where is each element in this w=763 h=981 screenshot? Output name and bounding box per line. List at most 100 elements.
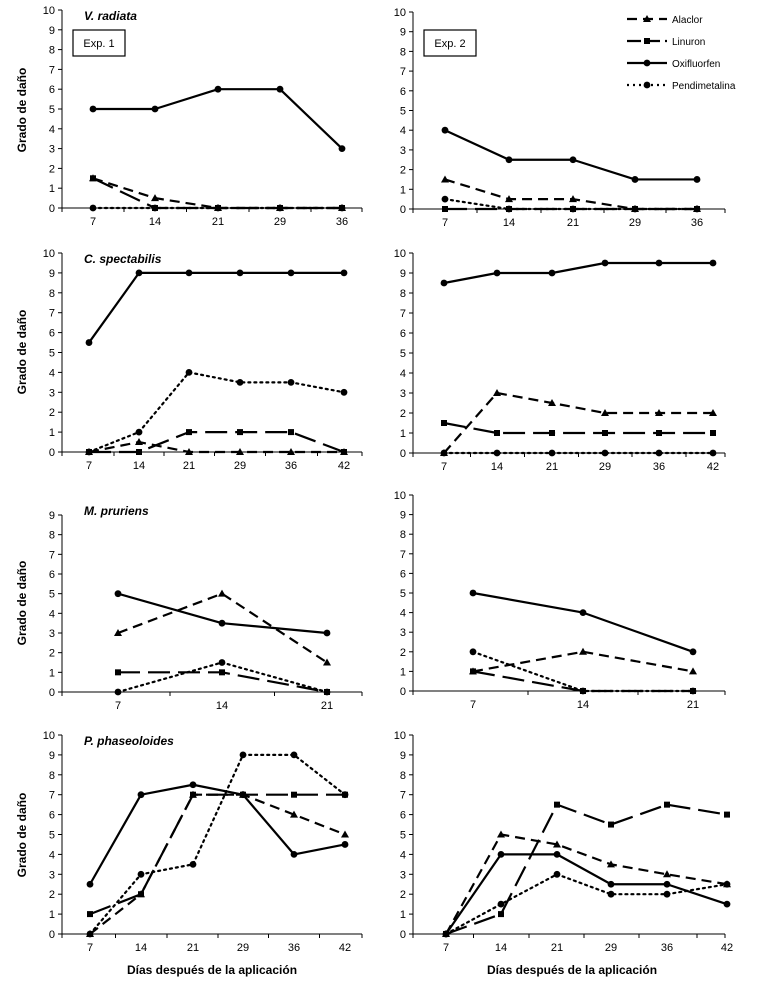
x-tick-label: 14 bbox=[503, 217, 515, 229]
y-tick-label: 9 bbox=[400, 27, 406, 39]
panel-8: 0 1 2 3 4 5 6 7 8 9 10 7 14 21 29 36 42 bbox=[394, 730, 733, 954]
data-point-linuron bbox=[498, 911, 504, 918]
y-tick-label: 0 bbox=[49, 447, 55, 459]
y-tick-label: 9 bbox=[400, 268, 406, 280]
x-tick-label: 7 bbox=[86, 460, 92, 472]
y-tick-label: 0 bbox=[49, 203, 55, 215]
y-tick-label: 6 bbox=[400, 328, 406, 340]
y-tick-label: 3 bbox=[49, 628, 55, 640]
x-tick-label: 21 bbox=[212, 216, 224, 228]
data-point-alaclor bbox=[505, 195, 513, 203]
series-line-pendimetalina bbox=[116, 661, 329, 694]
data-point-pendimetalina bbox=[236, 378, 244, 386]
y-tick-label: 7 bbox=[49, 549, 55, 561]
data-point-alaclor bbox=[497, 830, 505, 838]
x-tick-label: 36 bbox=[653, 461, 665, 473]
y-tick-label: 10 bbox=[394, 490, 406, 502]
y-tick-label: 0 bbox=[400, 204, 406, 216]
legend-marker-linuron bbox=[644, 38, 650, 44]
panel-2: 0 1 2 3 4 5 6 7 8 9 10 7 14 21 29 36 Exp. 2 bbox=[394, 7, 726, 229]
series-line-alaclor bbox=[443, 391, 713, 454]
data-point-linuron bbox=[470, 668, 476, 675]
data-point-pendimetalina bbox=[86, 930, 94, 938]
data-point-linuron bbox=[664, 801, 670, 808]
y-tick-label: 8 bbox=[49, 770, 55, 782]
series-alaclor bbox=[442, 830, 731, 937]
y-tick-label: 8 bbox=[49, 288, 55, 300]
data-point-alaclor bbox=[323, 658, 331, 666]
data-point-linuron bbox=[237, 429, 243, 436]
y-tick-label: 4 bbox=[400, 125, 406, 137]
data-point-linuron bbox=[136, 449, 142, 455]
panel-3: 0 1 2 3 4 5 6 7 8 9 10 7 14 21 29 36 42 C. spectabilis bbox=[43, 248, 363, 472]
series-oxifluorfen bbox=[441, 126, 701, 183]
data-point-pendimetalina bbox=[287, 378, 295, 386]
x-tick-label: 14 bbox=[149, 216, 161, 228]
data-point-alaclor bbox=[135, 438, 143, 446]
y-tick-label: 3 bbox=[49, 387, 55, 399]
y-tick-label: 7 bbox=[400, 790, 406, 802]
data-point-pendimetalina bbox=[218, 659, 226, 666]
data-point-oxifluorfen bbox=[276, 85, 284, 93]
data-point-pendimetalina bbox=[151, 204, 159, 212]
y-tick-label: 1 bbox=[400, 666, 406, 678]
panel-7: 0 1 2 3 4 5 6 7 8 9 10 7 14 21 29 36 42 P. phaseoloides bbox=[43, 730, 363, 954]
legend-label-pendimetalina: Pendimetalina bbox=[672, 81, 736, 92]
y-tick-label: 2 bbox=[49, 889, 55, 901]
data-point-pendimetalina bbox=[290, 751, 298, 759]
data-point-pendimetalina bbox=[185, 369, 193, 376]
y-tick-label: 6 bbox=[49, 84, 55, 96]
data-point-pendimetalina bbox=[655, 449, 663, 457]
y-axis-title: Grado de daño bbox=[15, 561, 29, 646]
x-tick-label: 14 bbox=[577, 699, 589, 711]
data-point-oxifluorfen bbox=[663, 880, 671, 888]
series-line-oxifluorfen bbox=[445, 853, 728, 935]
y-tick-label: 6 bbox=[400, 810, 406, 822]
series-line-pendimetalina bbox=[444, 873, 729, 936]
y-tick-label: 1 bbox=[49, 909, 55, 921]
x-tick-label: 14 bbox=[495, 942, 507, 954]
x-tick-label: 21 bbox=[183, 460, 195, 472]
x-tick-label: 14 bbox=[135, 942, 147, 954]
data-point-pendimetalina bbox=[709, 449, 717, 457]
series-pendimetalina bbox=[86, 751, 349, 938]
series-line-pendimetalina bbox=[471, 650, 695, 693]
data-point-pendimetalina bbox=[135, 428, 143, 436]
data-point-oxifluorfen bbox=[340, 269, 348, 277]
y-tick-label: 6 bbox=[49, 569, 55, 581]
data-point-linuron bbox=[724, 811, 730, 818]
series-pendimetalina bbox=[440, 449, 717, 457]
data-point-oxifluorfen bbox=[709, 259, 717, 267]
legend-label-alaclor: Alaclor bbox=[672, 15, 703, 26]
x-tick-label: 7 bbox=[470, 699, 476, 711]
data-point-pendimetalina bbox=[276, 204, 284, 212]
series-oxifluorfen bbox=[469, 589, 697, 656]
data-point-oxifluorfen bbox=[89, 105, 97, 113]
y-tick-label: 7 bbox=[49, 308, 55, 320]
y-tick-label: 0 bbox=[49, 929, 55, 941]
panel-title: V. radiata bbox=[84, 9, 137, 23]
y-tick-label: 6 bbox=[400, 86, 406, 98]
x-tick-label: 29 bbox=[237, 942, 249, 954]
series-oxifluorfen bbox=[86, 781, 349, 888]
series-line-pendimetalina bbox=[88, 753, 347, 936]
series-line-oxifluorfen bbox=[93, 88, 343, 150]
series-alaclor bbox=[469, 647, 697, 675]
x-axis-title: Días después de la aplicación bbox=[487, 963, 657, 977]
y-tick-label: 9 bbox=[49, 750, 55, 762]
data-point-pendimetalina bbox=[189, 860, 197, 868]
data-point-oxifluorfen bbox=[493, 269, 501, 277]
y-tick-label: 5 bbox=[49, 104, 55, 116]
legend-marker-oxifluorfen bbox=[643, 59, 651, 67]
y-tick-label: 4 bbox=[49, 608, 55, 620]
data-point-pendimetalina bbox=[493, 449, 501, 457]
data-point-alaclor bbox=[151, 194, 159, 202]
data-point-oxifluorfen bbox=[214, 85, 222, 93]
y-tick-label: 0 bbox=[400, 929, 406, 941]
series-oxifluorfen bbox=[85, 269, 348, 346]
series-oxifluorfen bbox=[114, 590, 331, 637]
data-point-pendimetalina bbox=[239, 751, 247, 759]
exp-label: Exp. 2 bbox=[434, 38, 465, 50]
data-point-linuron bbox=[87, 911, 93, 918]
data-point-oxifluorfen bbox=[323, 629, 331, 637]
